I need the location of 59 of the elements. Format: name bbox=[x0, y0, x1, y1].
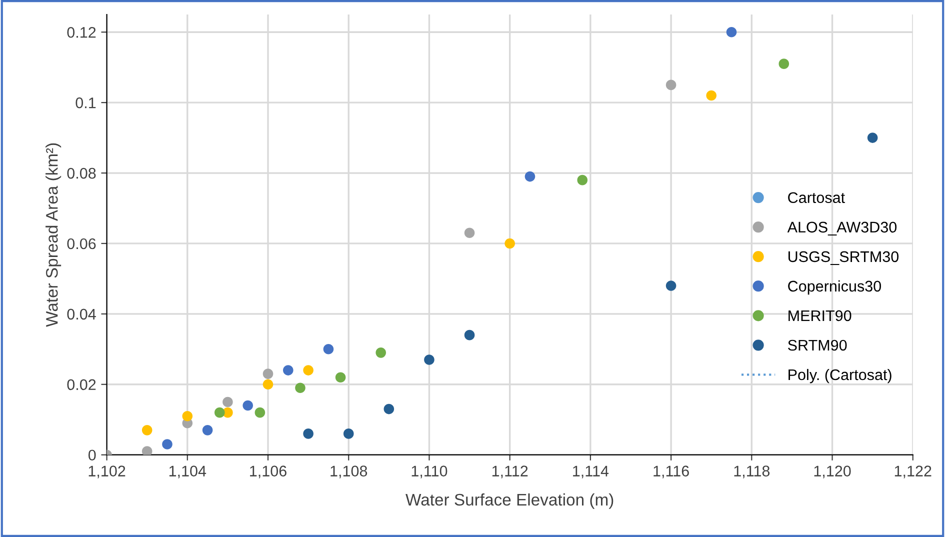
point bbox=[214, 407, 225, 418]
point bbox=[524, 171, 536, 182]
y-tick-label: 0.02 bbox=[67, 379, 96, 390]
x-tick-label: 1,116 bbox=[654, 466, 689, 478]
point bbox=[262, 379, 274, 390]
point bbox=[202, 425, 213, 436]
point bbox=[262, 368, 274, 379]
y-tick-label: 0.1 bbox=[76, 97, 96, 108]
point bbox=[504, 238, 515, 249]
point bbox=[323, 344, 334, 354]
x-tick-label: 1,122 bbox=[894, 466, 932, 478]
point bbox=[376, 348, 386, 358]
point bbox=[867, 132, 878, 143]
point bbox=[464, 330, 475, 340]
point bbox=[254, 407, 266, 418]
point bbox=[182, 410, 193, 422]
legend-label: Poly. (Cartosat) bbox=[788, 368, 892, 384]
y-tick-label: 0 bbox=[88, 450, 96, 461]
y-tick-label: 0.12 bbox=[67, 26, 96, 38]
point bbox=[303, 365, 314, 376]
point bbox=[577, 174, 588, 186]
x-tick-label: 1,106 bbox=[250, 466, 286, 478]
x-tick-label: 1,108 bbox=[330, 466, 368, 478]
point bbox=[666, 280, 676, 291]
point bbox=[142, 446, 152, 455]
y-tick-label: 0.04 bbox=[67, 308, 96, 320]
y-axis-title: Water Spread Area (km²) bbox=[46, 143, 62, 327]
point bbox=[162, 439, 172, 450]
legend-label: MERIT90 bbox=[788, 310, 852, 322]
point bbox=[343, 428, 354, 439]
x-tick-label: 1,104 bbox=[169, 466, 206, 478]
point bbox=[706, 90, 716, 101]
point bbox=[666, 80, 676, 90]
point bbox=[335, 372, 346, 382]
point bbox=[424, 354, 434, 365]
x-axis-title: Water Surface Elevation (m) bbox=[406, 493, 614, 509]
legend-label: Cartosat bbox=[788, 192, 845, 204]
y-tick-label: 0.08 bbox=[67, 168, 96, 179]
x-tick-label: 1,118 bbox=[734, 466, 770, 478]
legend-label: SRTM90 bbox=[788, 340, 847, 351]
point bbox=[142, 425, 152, 436]
legend-label: ALOS_AW3D30 bbox=[787, 222, 897, 236]
x-tick-label: 1,114 bbox=[573, 466, 609, 478]
legend-label: Copernicus30 bbox=[788, 280, 881, 295]
point bbox=[222, 396, 233, 408]
point bbox=[283, 365, 294, 376]
point bbox=[303, 428, 314, 439]
x-tick-label: 1,120 bbox=[814, 466, 851, 478]
point bbox=[384, 404, 394, 414]
y-tick-label: 0.06 bbox=[67, 238, 96, 250]
legend-label: USGS_SRTM30 bbox=[788, 251, 899, 265]
point bbox=[295, 382, 306, 394]
x-tick-label: 1,110 bbox=[412, 466, 448, 478]
x-tick-label: 1,102 bbox=[88, 466, 126, 478]
point bbox=[726, 26, 737, 38]
point bbox=[464, 228, 475, 238]
point bbox=[242, 400, 253, 411]
x-tick-label: 1,112 bbox=[492, 466, 528, 478]
point bbox=[778, 58, 790, 69]
